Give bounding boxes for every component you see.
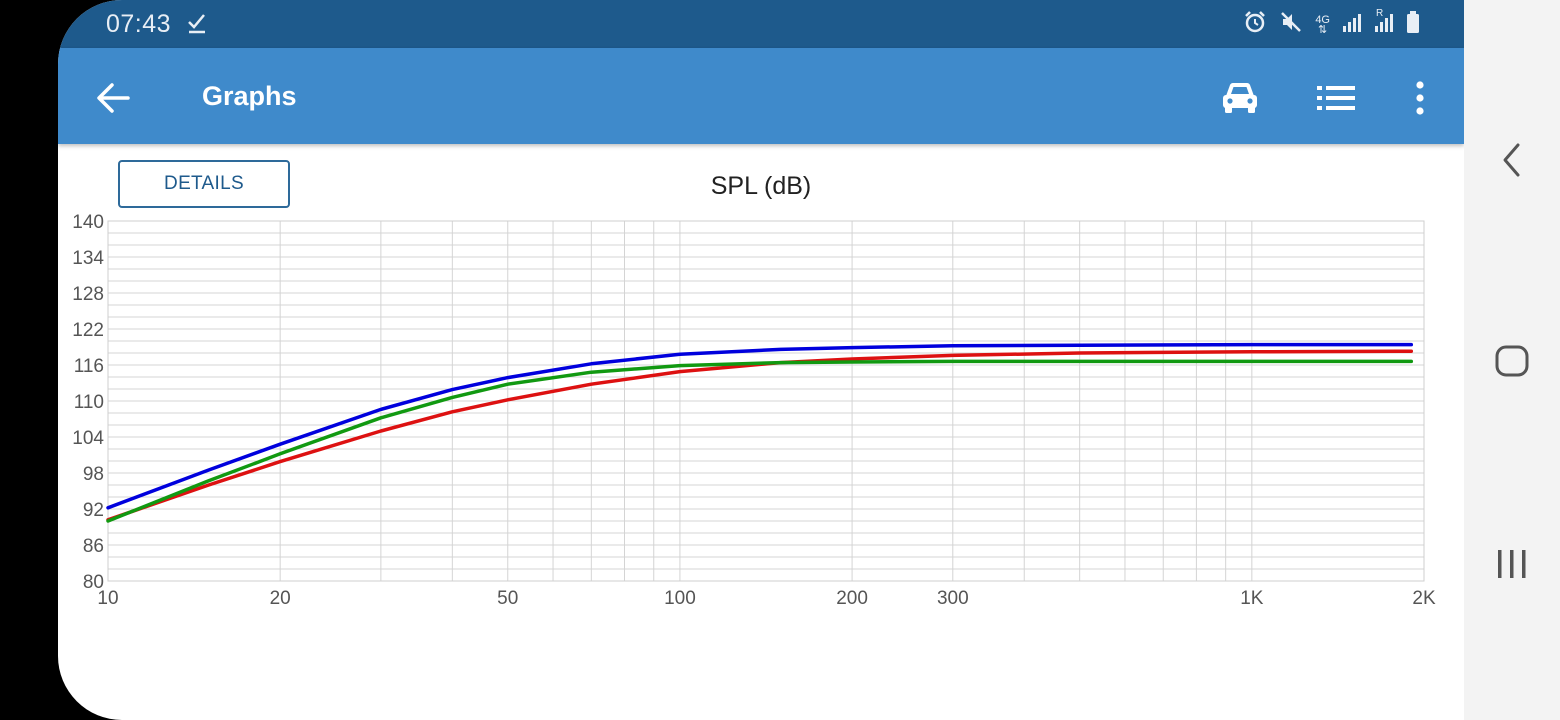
list-icon xyxy=(1317,86,1355,110)
y-tick-label: 86 xyxy=(83,536,104,557)
more-vert-icon xyxy=(1416,81,1424,115)
y-tick-label: 128 xyxy=(72,284,104,305)
x-tick-label: 50 xyxy=(497,588,518,609)
car-icon xyxy=(1223,83,1257,113)
chart-title: SPL (dB) xyxy=(710,172,812,200)
recents-nav-icon xyxy=(1498,550,1526,578)
y-tick-label: 134 xyxy=(72,248,104,269)
nav-home-button[interactable] xyxy=(1488,338,1536,386)
y-tick-label: 104 xyxy=(72,428,104,449)
x-tick-label: 20 xyxy=(270,588,291,609)
x-tick-label: 2K xyxy=(1412,588,1436,609)
x-tick-label: 10 xyxy=(97,588,118,609)
x-tick-label: 200 xyxy=(836,588,868,609)
y-tick-label: 98 xyxy=(83,464,104,485)
list-button[interactable] xyxy=(1314,76,1358,120)
alarm-icon xyxy=(1243,10,1267,39)
signal-roaming-icon: R xyxy=(1374,8,1394,38)
y-tick-label: 122 xyxy=(72,320,104,341)
status-icons: 4G ⇅ R xyxy=(1243,8,1420,39)
app-bar: Graphs xyxy=(58,48,1464,144)
roaming-label: R xyxy=(1376,8,1384,19)
mute-icon xyxy=(1279,10,1303,39)
back-nav-icon xyxy=(1503,143,1520,177)
y-tick-label: 140 xyxy=(72,212,104,233)
app-screen: 07:43 4G ⇅ R xyxy=(58,0,1464,720)
nav-back-button[interactable] xyxy=(1488,136,1536,184)
nav-recents-button[interactable] xyxy=(1488,540,1536,588)
x-tick-label: 300 xyxy=(937,588,969,609)
navigation-bar xyxy=(1464,0,1560,720)
status-bar: 07:43 4G ⇅ R xyxy=(58,0,1464,48)
series-line-2 xyxy=(106,349,1414,522)
series-line-3 xyxy=(106,359,1414,523)
y-tick-label: 110 xyxy=(74,392,104,413)
page-title: Graphs xyxy=(202,81,297,111)
back-button[interactable] xyxy=(94,78,134,118)
4g-icon: 4G ⇅ xyxy=(1315,13,1330,36)
check-icon xyxy=(186,12,208,39)
car-button[interactable] xyxy=(1218,76,1262,120)
series-line-1 xyxy=(106,342,1414,510)
network-label: 4G xyxy=(1315,13,1330,26)
battery-icon xyxy=(1406,10,1420,39)
signal-icon xyxy=(1342,11,1362,38)
arrow-back-icon xyxy=(97,83,130,113)
y-tick-label: 116 xyxy=(74,356,104,377)
home-nav-icon xyxy=(1495,345,1529,377)
y-tick-label: 92 xyxy=(83,500,104,521)
x-tick-label: 100 xyxy=(664,588,696,609)
spl-chart: 80 86 92 98 104 110 116 122 128 134 140 10 20 50 100 20… xyxy=(72,212,1436,609)
details-button[interactable]: DETAILS xyxy=(118,160,290,208)
plot-frame xyxy=(107,220,1425,582)
y-tick-label: 80 xyxy=(83,572,104,593)
x-tick-label: 1K xyxy=(1240,588,1264,609)
more-options-button[interactable] xyxy=(1398,76,1442,120)
status-time: 07:43 xyxy=(106,10,172,38)
